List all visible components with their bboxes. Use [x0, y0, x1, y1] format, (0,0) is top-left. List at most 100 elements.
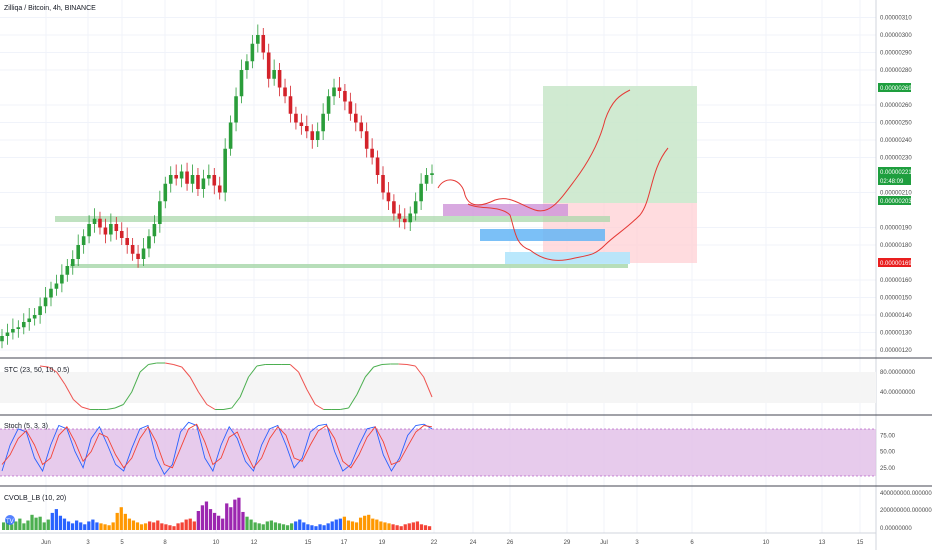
candle-body [419, 183, 423, 202]
volume-bar [233, 499, 237, 530]
candle-body [43, 297, 48, 307]
volume-tick-label: 0.00000000 [880, 526, 912, 532]
volume-tick-label: 400000000.00000000 [880, 491, 932, 497]
stc-segment [289, 364, 299, 373]
volume-bar [46, 519, 50, 530]
stc-segment [181, 366, 191, 378]
volume-bar [265, 521, 269, 530]
candle-body [402, 218, 407, 223]
volume-bar [281, 524, 286, 530]
candle-body [163, 183, 168, 202]
volume-bar [50, 512, 54, 530]
volume-axis: 400000000.00000000 200000000.00000000 0.00… [880, 491, 932, 532]
candle-body [201, 178, 206, 189]
stc-segment [73, 399, 83, 408]
volume-bar [152, 522, 156, 530]
volume-bar [427, 526, 432, 530]
candle-body [294, 113, 298, 123]
candle-body [179, 171, 184, 179]
candle-body [337, 87, 342, 91]
stoch-title: Stoch (5, 3, 3) [4, 423, 48, 430]
candle-body [70, 259, 75, 266]
candle-body [119, 231, 124, 238]
stc-segment [348, 394, 358, 409]
candle-body [408, 213, 413, 223]
candle-body [386, 192, 391, 202]
candle-body [343, 91, 347, 102]
volume-bar [6, 519, 10, 530]
time-tick-label: 3 [86, 540, 90, 546]
volume-bar [229, 507, 233, 530]
price-tick-label: 0.00000150 [880, 296, 912, 302]
stc-segment [122, 391, 133, 405]
candle-body [54, 283, 59, 289]
stc-segment [398, 363, 408, 365]
volume-bar [70, 523, 75, 530]
volume-bar [87, 521, 91, 530]
volume-bar [204, 501, 209, 530]
volume-bar [18, 518, 22, 530]
candle-body [381, 175, 385, 193]
price-tick-label: 0.00000250 [880, 121, 912, 127]
candle-body [92, 218, 97, 224]
volume-bar [58, 515, 63, 530]
candle-body [250, 43, 255, 62]
candle-body [359, 122, 364, 132]
candle-body [266, 52, 271, 79]
volume-bar [379, 521, 383, 530]
volume-bar [411, 522, 415, 530]
stc-segment [64, 384, 74, 400]
volume-bar [391, 524, 395, 530]
price-badge [878, 167, 911, 176]
candle-body [27, 318, 32, 322]
candlestick-series [0, 24, 434, 349]
candle-body [207, 175, 211, 179]
candle-body [348, 101, 353, 114]
volume-bar [148, 521, 152, 530]
time-tick-label: 12 [251, 540, 258, 546]
volume-bar [143, 523, 148, 530]
volume-bar [188, 518, 192, 530]
candle-body [130, 245, 135, 254]
candle-body [212, 175, 217, 186]
volume-bar [302, 522, 306, 530]
candle-body [272, 70, 276, 79]
price-badge-label: 0.00000169 [880, 261, 912, 267]
volume-bar [135, 522, 140, 530]
stc-segment [39, 365, 49, 368]
candle-body [228, 122, 233, 149]
volume-bar [160, 523, 164, 530]
stc-segment [340, 407, 349, 410]
volume-bar [257, 523, 261, 530]
price-badge [878, 258, 911, 267]
candle-body [375, 157, 380, 175]
projected-path-lower [467, 147, 669, 261]
volume-bar [330, 521, 334, 530]
volume-bar [22, 523, 26, 530]
candle-body [98, 218, 102, 228]
stoch-k-line [1, 421, 433, 476]
candle-body [332, 87, 336, 97]
candle-body [0, 336, 4, 342]
candle-body [321, 113, 325, 132]
candle-body [310, 131, 315, 140]
stc-line [39, 362, 433, 410]
volume-bar [95, 522, 99, 530]
volume-bar [269, 520, 273, 530]
candle-body [103, 227, 108, 235]
stc-segment [189, 376, 199, 393]
stc-segment [48, 366, 57, 373]
volume-bar [334, 519, 338, 530]
price-tick-label: 0.00000140 [880, 313, 912, 319]
price-tick-label: 0.00000310 [880, 16, 912, 22]
volume-bar [221, 518, 225, 530]
price-tick-label: 0.00000160 [880, 278, 912, 284]
volume-bar [403, 524, 407, 530]
volume-bar [66, 521, 71, 530]
candle-body [168, 175, 173, 184]
stc-segment [131, 371, 141, 393]
support-line-lower [70, 264, 628, 268]
candle-body [125, 238, 129, 245]
candle-body [136, 253, 140, 259]
candle-body [364, 131, 369, 149]
